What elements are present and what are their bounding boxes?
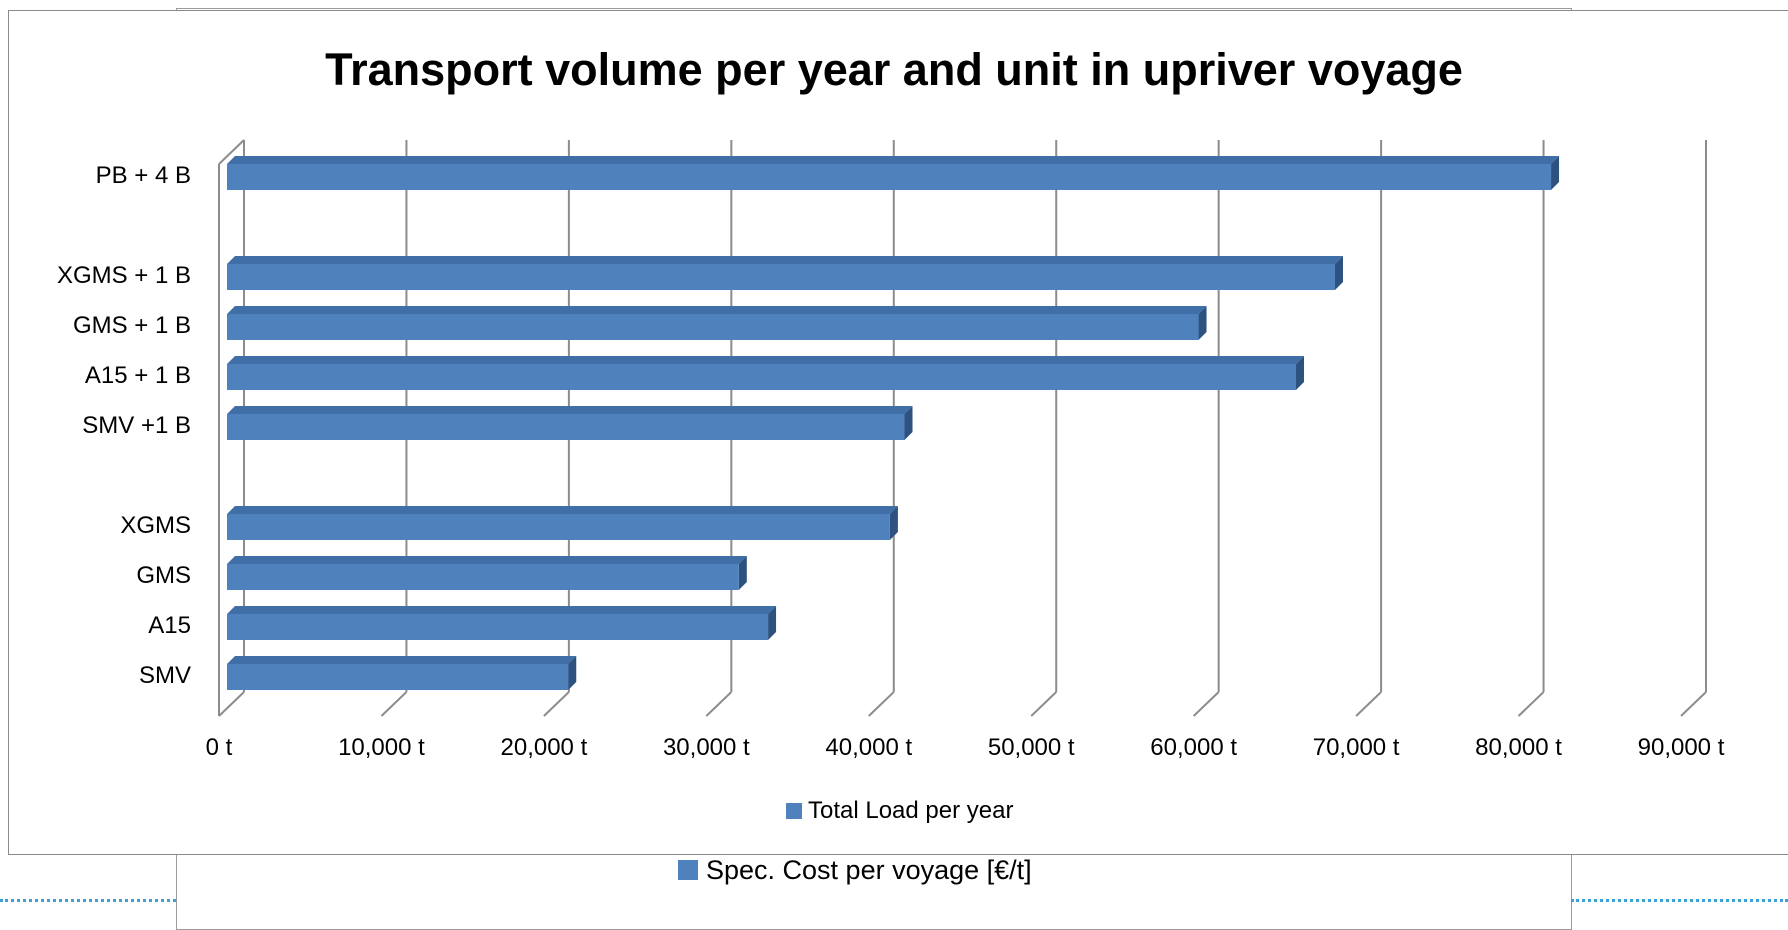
- bar-side-0: [1551, 156, 1560, 190]
- bar-top-5: [227, 406, 913, 414]
- y-axis-depth-line: [218, 139, 245, 165]
- gridline-depth-7: [1355, 691, 1382, 717]
- x-tick-label-7: 70,000 t: [1313, 734, 1400, 761]
- bar-top-10: [227, 656, 577, 664]
- bar-top-9: [227, 606, 777, 614]
- category-label-8: GMS: [136, 562, 191, 589]
- gridline-depth-2: [543, 691, 570, 717]
- bar-3: [227, 314, 1199, 340]
- legend-label-total-load: Total Load per year: [808, 797, 1014, 824]
- category-label-3: GMS + 1 B: [73, 312, 191, 339]
- bar-4: [227, 364, 1297, 390]
- bar-side-9: [768, 606, 777, 640]
- bar-side-10: [568, 656, 577, 690]
- bar-top-0: [227, 156, 1560, 164]
- gridline-depth-8: [1517, 691, 1545, 717]
- gridline-depth-9: [1680, 691, 1707, 717]
- bar-side-3: [1198, 306, 1207, 340]
- bar-top-4: [227, 356, 1305, 364]
- bar-side-8: [738, 556, 747, 590]
- bar-top-2: [227, 256, 1343, 264]
- x-tick-label-2: 20,000 t: [501, 734, 588, 761]
- x-tick-label-4: 40,000 t: [825, 734, 912, 761]
- bar-10: [227, 664, 569, 690]
- bar-top-8: [227, 556, 747, 564]
- category-label-9: A15: [148, 612, 191, 639]
- bar-7: [227, 514, 890, 540]
- chart-title: Transport volume per year and unit in up…: [325, 44, 1463, 95]
- x-tick-label-0: 0 t: [206, 734, 233, 761]
- legend-swatch-total-load: [786, 803, 802, 819]
- bar-side-4: [1296, 356, 1305, 390]
- x-tick-label-1: 10,000 t: [338, 734, 425, 761]
- dotted-divider-left: [0, 899, 176, 902]
- bar-top-3: [227, 306, 1207, 314]
- gridline-depth-3: [705, 691, 733, 717]
- gridline-depth-1: [380, 691, 408, 717]
- gridline-depth-4: [868, 691, 895, 717]
- legend: Total Load per year: [786, 797, 1013, 825]
- category-label-2: XGMS + 1 B: [57, 262, 191, 289]
- category-label-5: SMV +1 B: [82, 412, 191, 439]
- legend-swatch-spec-cost: [678, 860, 698, 880]
- category-label-7: XGMS: [120, 512, 191, 539]
- category-label-0: PB + 4 B: [96, 162, 191, 189]
- bar-0: [227, 164, 1552, 190]
- gridline-depth-6: [1192, 691, 1220, 717]
- x-tick-label-3: 30,000 t: [663, 734, 750, 761]
- bar-5: [227, 414, 905, 440]
- bar-side-7: [889, 506, 898, 540]
- overlay-legend: Spec. Cost per voyage [€/t]: [678, 853, 1032, 887]
- category-label-4: A15 + 1 B: [85, 362, 191, 389]
- bar-2: [227, 264, 1335, 290]
- gridline-depth-0: [218, 691, 245, 717]
- dotted-divider-right: [1571, 899, 1788, 902]
- bar-side-2: [1334, 256, 1343, 290]
- bar-top-7: [227, 506, 898, 514]
- category-label-10: SMV: [139, 662, 191, 689]
- x-tick-label-5: 50,000 t: [988, 734, 1075, 761]
- x-tick-label-6: 60,000 t: [1150, 734, 1237, 761]
- gridline-depth-5: [1030, 691, 1057, 717]
- bar-8: [227, 564, 739, 590]
- bars: [227, 156, 1560, 690]
- bar-side-5: [904, 406, 913, 440]
- x-tick-label-9: 90,000 t: [1638, 734, 1725, 761]
- axis-labels: 0 t 10,000 t 20,000 t 30,000 t 40,000 t 50,00…: [57, 162, 1725, 761]
- bar-9: [227, 614, 769, 640]
- legend-label-spec-cost: Spec. Cost per voyage [€/t]: [706, 854, 1032, 885]
- x-tick-label-8: 80,000 t: [1475, 734, 1562, 761]
